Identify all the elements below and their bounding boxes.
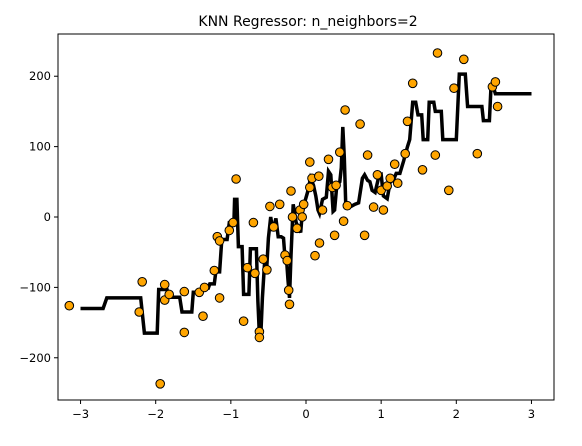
scatter-point-61 <box>378 205 389 215</box>
scatter-point-74 <box>472 148 483 159</box>
scatter-point-58 <box>368 202 379 212</box>
scatter-point-41 <box>305 182 315 193</box>
scatter-point-63 <box>385 173 396 184</box>
scatter-point-15 <box>214 293 225 303</box>
x-tick-label-4: 1 <box>377 407 384 421</box>
scatter-point-29 <box>274 199 285 210</box>
scatter-point-53 <box>340 105 350 115</box>
scatter-point-11 <box>199 282 210 293</box>
scatter-point-4 <box>159 279 170 290</box>
scatter-point-69 <box>417 165 428 175</box>
scatter-point-59 <box>372 170 383 180</box>
scatter-point-66 <box>400 148 411 159</box>
scatter-point-54 <box>342 200 353 211</box>
scatter-point-70 <box>430 150 441 160</box>
scatter-point-34 <box>286 186 296 196</box>
scatter-point-0 <box>64 300 75 311</box>
scatter-point-44 <box>314 171 324 181</box>
y-tick-label-1: −100 <box>19 280 51 294</box>
scatter-point-31 <box>282 255 293 266</box>
scatter-point-47 <box>323 154 334 165</box>
scatter-point-71 <box>432 48 443 58</box>
scatter-point-26 <box>262 265 272 275</box>
scatter-point-36 <box>292 223 302 234</box>
scatter-point-12 <box>209 265 220 276</box>
scatter-point-17 <box>228 217 238 228</box>
scatter-point-78 <box>449 83 459 93</box>
scatter-point-28 <box>268 222 279 232</box>
x-tick-label-5: 2 <box>453 407 460 421</box>
scatter-point-3 <box>155 379 165 389</box>
y-tick-label-4: 200 <box>29 69 51 83</box>
scatter-point-40 <box>305 157 315 167</box>
scatter-point-35 <box>287 212 298 222</box>
scatter-point-16 <box>224 225 235 236</box>
scatter-point-33 <box>284 299 295 310</box>
scatter-point-10 <box>198 311 208 322</box>
scatter-point-76 <box>490 77 501 87</box>
x-tick-label-6: 3 <box>528 407 535 421</box>
scatter-point-22 <box>250 268 260 279</box>
scatter-point-64 <box>389 159 400 169</box>
scatter-point-1 <box>134 307 144 317</box>
chart-title: KNN Regressor: n_neighbors=2 <box>198 14 417 30</box>
scatter-point-19 <box>238 316 249 327</box>
scatter-point-20 <box>242 262 253 273</box>
scatter-point-21 <box>248 217 259 228</box>
scatter-point-14 <box>214 236 225 246</box>
y-tick-label-0: −200 <box>19 351 51 365</box>
scatter-point-50 <box>331 180 341 191</box>
x-tick-label-0: −3 <box>72 407 89 421</box>
scatter-point-51 <box>335 147 345 157</box>
scatter-point-6 <box>164 289 174 300</box>
y-tick-label-2: 0 <box>44 210 51 224</box>
scatter-point-38 <box>297 212 308 222</box>
scatter-point-49 <box>329 230 340 241</box>
scatter-point-32 <box>283 285 294 296</box>
axes-layer: −3 −2 −1 0 1 2 3 −200 −100 0 100 200 <box>19 33 555 421</box>
scatter-point-52 <box>338 216 349 226</box>
scatter-point-56 <box>359 230 370 241</box>
scatter-point-67 <box>402 116 413 127</box>
x-tick-label-1: −2 <box>147 407 164 421</box>
scatter-point-27 <box>265 201 275 212</box>
scatter-point-57 <box>362 150 373 160</box>
scatter-point-77 <box>492 101 503 112</box>
scatter-point-18 <box>231 174 241 184</box>
scatter-point-65 <box>392 178 403 188</box>
scatter-point-25 <box>258 254 269 265</box>
scatter-point-24 <box>254 332 265 343</box>
y-tick-label-3: 100 <box>29 140 51 154</box>
scatter-point-68 <box>407 78 418 89</box>
scatter-point-39 <box>298 199 309 210</box>
scatter-points-layer <box>64 48 503 389</box>
scatter-point-72 <box>444 185 454 196</box>
scatter-point-2 <box>137 277 147 287</box>
scatter-point-45 <box>314 238 325 248</box>
scatter-point-7 <box>179 327 190 338</box>
x-tick-label-3: 0 <box>302 407 309 421</box>
x-tick-label-2: −1 <box>222 407 239 421</box>
scatter-point-8 <box>179 286 190 297</box>
scatter-point-43 <box>310 250 320 261</box>
scatter-point-55 <box>355 119 365 129</box>
scatter-point-46 <box>317 205 328 215</box>
scatter-point-73 <box>459 54 469 65</box>
